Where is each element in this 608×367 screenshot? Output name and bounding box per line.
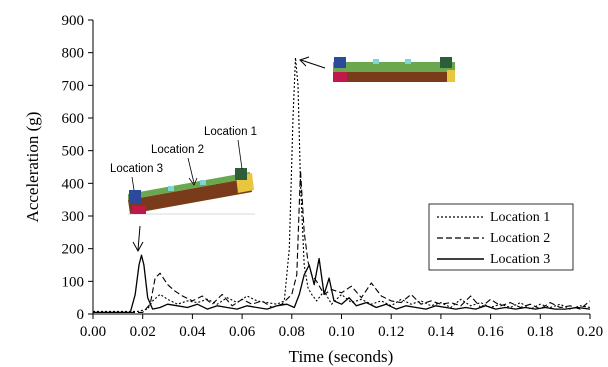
y-axis-label: Acceleration (g) <box>23 112 42 223</box>
beam-body-icon <box>333 72 455 82</box>
y-ticks: 0 100 200 300 400 500 600 700 800 900 <box>62 13 93 323</box>
y-tick-label: 400 <box>62 176 85 192</box>
pointer-line-location-3 <box>131 176 135 191</box>
legend-item-location-3: Location 3 <box>437 252 550 267</box>
pointer-line-location-2 <box>187 157 195 184</box>
sensor-block-location-1-icon <box>235 168 247 180</box>
y-tick-label: 0 <box>77 307 85 323</box>
x-tick-label: 0.10 <box>328 324 354 340</box>
sensor-block-location-3-icon <box>129 190 141 203</box>
pointer-arrowhead-location-2 <box>188 177 198 186</box>
sensor-small-icon <box>405 59 411 64</box>
legend-label-location-3: Location 3 <box>490 252 550 267</box>
x-tick-label: 0.00 <box>80 324 106 340</box>
pointer-line-location-1 <box>237 139 243 170</box>
beam-body-icon <box>128 178 252 214</box>
y-tick-label: 900 <box>62 13 85 29</box>
x-tick-label: 0.18 <box>527 324 553 340</box>
y-tick-label: 800 <box>62 46 85 62</box>
x-tick-label: 0.04 <box>179 324 206 340</box>
y-tick-label: 500 <box>62 144 85 160</box>
sensor-block-location-3-icon <box>334 57 346 68</box>
sensor-small-icon <box>200 180 206 185</box>
series-line-location-1 <box>93 57 591 312</box>
x-tick-label: 0.12 <box>378 324 404 340</box>
arrow-to-first-peak <box>137 225 141 251</box>
arrow-to-main-peak-head <box>299 56 310 67</box>
callout-label-location-2: Location 2 <box>151 144 204 156</box>
legend-label-location-1: Location 1 <box>490 210 550 225</box>
arrow-to-main-peak <box>300 59 326 69</box>
y-tick-label: 200 <box>62 242 85 258</box>
sensor-block-location-1-icon <box>440 57 452 68</box>
legend-item-location-1: Location 1 <box>437 210 550 225</box>
x-tick-label: 0.02 <box>130 324 156 340</box>
sensor-small-icon <box>373 59 379 64</box>
x-tick-label: 0.16 <box>477 324 504 340</box>
beam-model-callout-left: Location 1 Location 2 Location 3 <box>110 126 257 253</box>
beam-top-face-icon <box>128 172 250 200</box>
x-tick-label: 0.14 <box>428 324 455 340</box>
x-tick-label: 0.20 <box>577 324 603 340</box>
x-axis-label: Time (seconds) <box>289 347 394 366</box>
x-ticks: 0.00 0.02 0.04 0.06 0.08 0.10 0.12 0.14 0.16 0.18… <box>80 314 603 340</box>
series-layer <box>93 57 591 314</box>
arrow-to-first-peak-head <box>132 241 144 253</box>
sensor-small-icon <box>168 186 174 191</box>
legend-label-location-2: Location 2 <box>490 231 550 246</box>
y-tick-label: 300 <box>62 209 85 225</box>
legend: Location 1 Location 2 Location 3 <box>428 203 574 271</box>
callout-label-location-3: Location 3 <box>110 163 163 175</box>
beam-end-plate-icon <box>447 70 455 82</box>
beam-top-face-icon <box>333 62 455 72</box>
x-tick-label: 0.08 <box>279 324 305 340</box>
y-tick-label: 600 <box>62 111 85 127</box>
series-line-location-3 <box>93 254 591 314</box>
callout-label-location-1: Location 1 <box>204 126 257 138</box>
x-tick-label: 0.06 <box>229 324 256 340</box>
legend-item-location-2: Location 2 <box>437 231 550 246</box>
y-tick-label: 100 <box>62 274 85 290</box>
beam-bottom-strip-icon <box>132 206 146 214</box>
beam-model-callout-right <box>299 56 455 82</box>
y-tick-label: 700 <box>62 78 85 94</box>
beam-bottom-strip-icon <box>333 72 347 82</box>
